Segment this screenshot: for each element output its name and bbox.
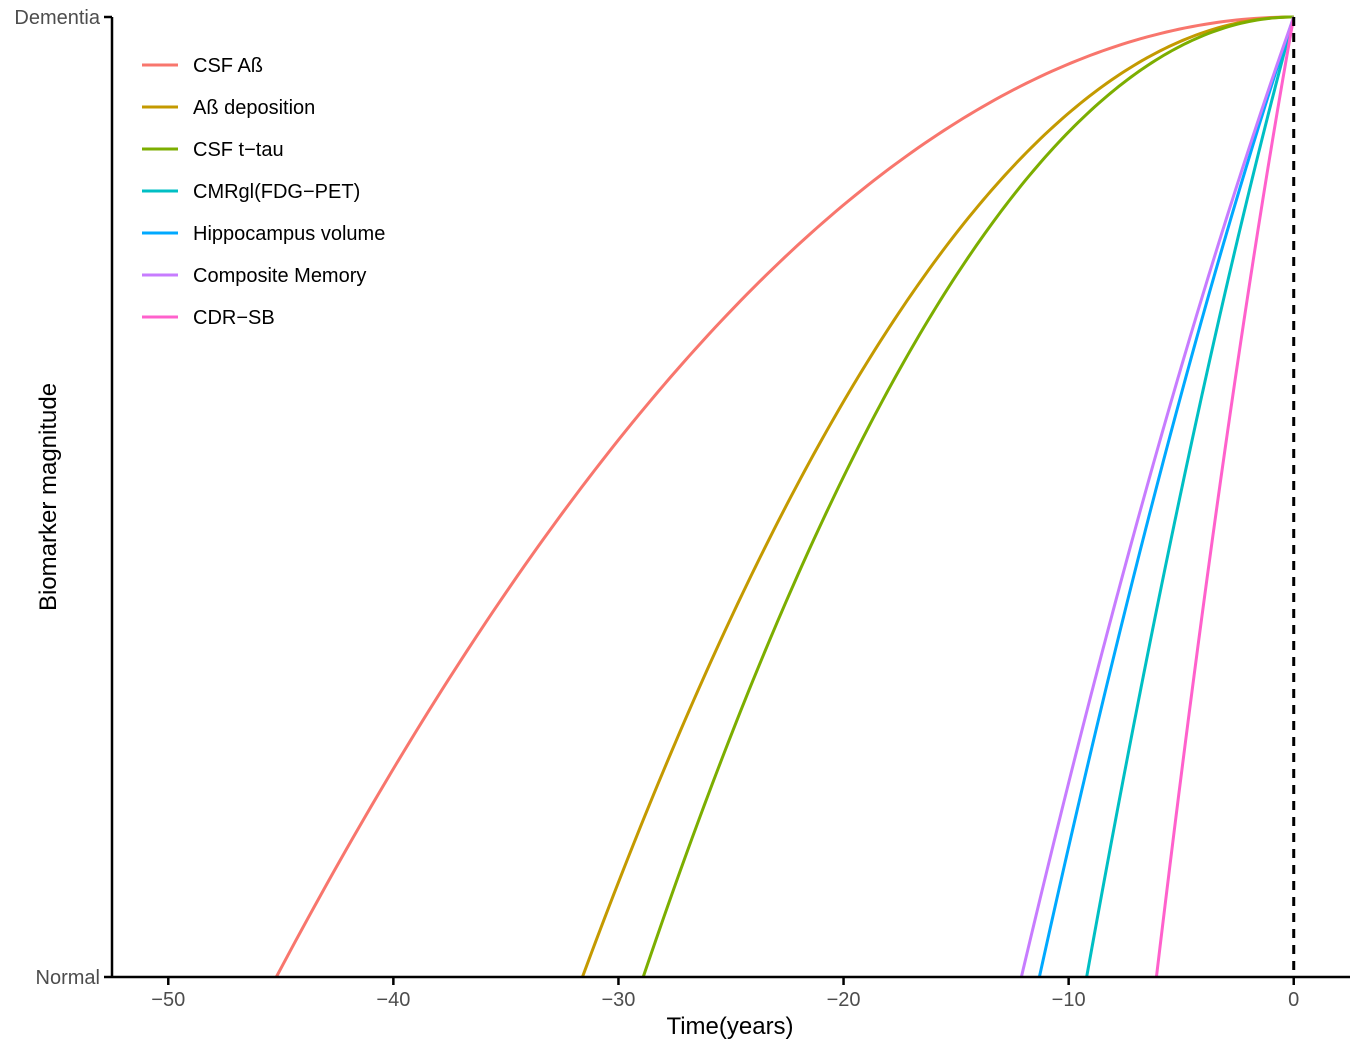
y-tick-label: Normal (36, 967, 100, 989)
x-tick-label: −40 (376, 989, 410, 1011)
x-tick-label: −30 (601, 989, 635, 1011)
y-axis-ticks: Normal Dementia (14, 7, 112, 989)
series-line-csf-t-tau (641, 15, 1294, 978)
legend-label-cdr-sb: CDR−SB (193, 307, 275, 329)
x-axis-ticks: −50 −40 −30 −20 −10 0 (151, 977, 1299, 1011)
series-line-hippocampus-volume (1037, 16, 1296, 978)
series-line-csf-a (274, 15, 1294, 978)
series-line-cdr-sb (1154, 16, 1296, 978)
legend: CSF Aß Aß deposition CSF t−tau CMRgl(FDG−PE… (142, 55, 385, 329)
series-layer (274, 15, 1296, 978)
y-tick-label: Dementia (14, 7, 100, 29)
legend-label-a-deposition: Aß deposition (193, 97, 315, 119)
x-tick-label: −10 (1052, 989, 1086, 1011)
x-axis-title: Time(years) (666, 1013, 793, 1040)
x-tick-label: −20 (827, 989, 861, 1011)
series-line-a-deposition (581, 15, 1294, 978)
y-axis-title: Biomarker magnitude (35, 383, 62, 611)
series-line-cmrgl-fdg-pet (1085, 16, 1296, 978)
series-line-composite-memory (1019, 16, 1296, 978)
legend-label-csf-t-tau: CSF t−tau (193, 139, 284, 161)
legend-label-csf-a: CSF Aß (193, 55, 263, 77)
legend-label-composite-memory: Composite Memory (193, 265, 366, 287)
legend-label-hippocampus-volume: Hippocampus volume (193, 223, 385, 245)
x-tick-label: −50 (151, 989, 185, 1011)
x-tick-label: 0 (1288, 989, 1299, 1011)
legend-label-cmrgl-fdg-pet: CMRgl(FDG−PET) (193, 181, 360, 203)
